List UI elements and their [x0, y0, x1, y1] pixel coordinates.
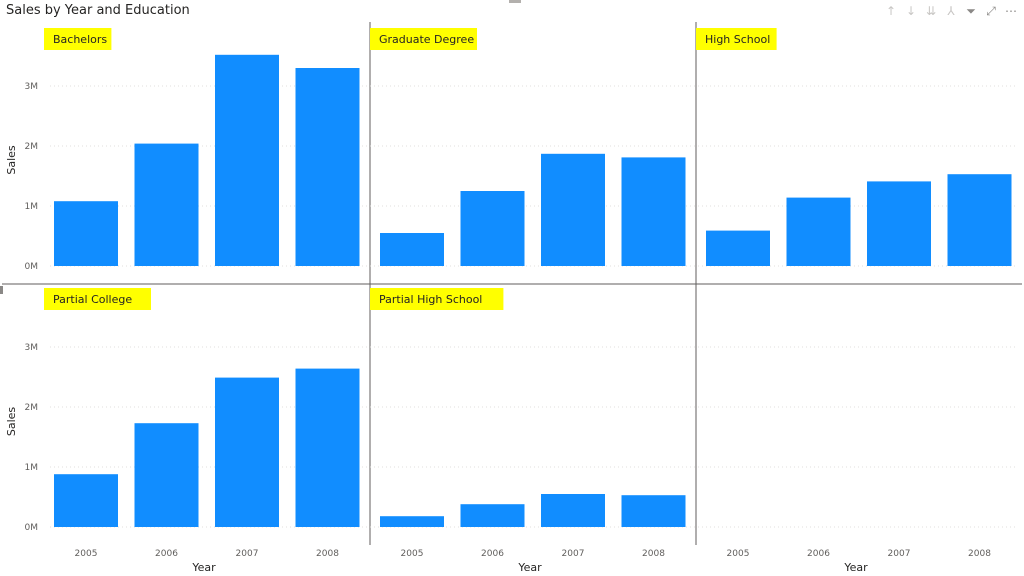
- facet-label: Partial College: [53, 293, 132, 306]
- y-tick-label: 0M: [25, 523, 39, 533]
- facet-label: Partial High School: [379, 293, 482, 306]
- bar-high-school-2005: [706, 230, 770, 266]
- y-tick-label: 1M: [25, 463, 39, 473]
- facet-label: Bachelors: [53, 33, 107, 46]
- bar-bachelors-2005: [54, 201, 118, 266]
- x-tick-label: 2005: [75, 549, 98, 559]
- y-tick-label: 2M: [25, 142, 39, 152]
- filter-icon[interactable]: ⏷: [966, 4, 976, 18]
- x-tick-label: 2006: [155, 549, 178, 559]
- drill-down-icon[interactable]: ↓: [905, 4, 917, 18]
- x-tick-label: 2007: [562, 549, 585, 559]
- facet-label: High School: [705, 33, 770, 46]
- x-tick-label: 2006: [481, 549, 504, 559]
- visual-header-toolbar: ↑ ↓ ⇊ ⅄ ⏷ ⤢ ⋯: [884, 4, 1018, 19]
- bar-partial-college-2006: [134, 423, 199, 527]
- bar-bachelors-2006: [134, 143, 199, 266]
- x-tick-label: 2008: [316, 549, 339, 559]
- bar-high-school-2008: [947, 174, 1012, 266]
- page-title: Sales by Year and Education: [6, 3, 190, 18]
- more-options-icon[interactable]: ⋯: [1005, 4, 1017, 18]
- x-axis-title: Year: [843, 561, 868, 574]
- resize-handle: [0, 286, 3, 294]
- x-tick-label: 2007: [236, 549, 259, 559]
- x-axis-title: Year: [517, 561, 542, 574]
- facet-label-background: [370, 288, 504, 310]
- x-tick-label: 2007: [888, 549, 911, 559]
- focus-mode-icon[interactable]: ⤢: [986, 4, 996, 18]
- bar-partial-college-2005: [54, 474, 118, 527]
- x-tick-label: 2008: [968, 549, 991, 559]
- x-axis-title: Year: [191, 561, 216, 574]
- x-tick-label: 2008: [642, 549, 665, 559]
- bar-partial-high-school-2008: [621, 495, 686, 527]
- bar-graduate-degree-2008: [621, 157, 686, 266]
- y-tick-label: 3M: [25, 82, 39, 92]
- bar-bachelors-2008: [295, 68, 360, 266]
- y-axis-title: Sales: [5, 145, 18, 175]
- facet-label-background: [44, 288, 151, 310]
- y-tick-label: 1M: [25, 202, 39, 212]
- bar-high-school-2006: [786, 197, 851, 266]
- bar-graduate-degree-2005: [380, 233, 444, 266]
- drill-up-icon[interactable]: ↑: [885, 4, 897, 18]
- bar-partial-high-school-2006: [460, 504, 525, 527]
- y-axis-title: Sales: [5, 407, 18, 437]
- y-tick-label: 2M: [25, 403, 39, 413]
- bar-partial-high-school-2005: [380, 516, 444, 527]
- bar-graduate-degree-2006: [460, 191, 525, 266]
- bar-high-school-2007: [867, 181, 931, 266]
- facet-label-background: [696, 28, 777, 50]
- x-tick-label: 2006: [807, 549, 830, 559]
- y-tick-label: 0M: [25, 262, 39, 272]
- facet-label-background: [44, 28, 112, 50]
- x-tick-label: 2005: [401, 549, 424, 559]
- facet-label: Graduate Degree: [379, 33, 474, 46]
- drag-handle[interactable]: [509, 0, 521, 3]
- expand-all-icon[interactable]: ⇊: [925, 4, 937, 18]
- bar-partial-college-2008: [295, 368, 360, 527]
- y-tick-label: 3M: [25, 343, 39, 353]
- bar-graduate-degree-2007: [541, 153, 605, 266]
- hierarchy-icon[interactable]: ⅄: [947, 4, 955, 18]
- bar-partial-high-school-2007: [541, 494, 605, 527]
- bar-partial-college-2007: [215, 377, 279, 527]
- x-tick-label: 2005: [727, 549, 750, 559]
- facet-label-background: [370, 28, 477, 50]
- bar-bachelors-2007: [215, 54, 279, 266]
